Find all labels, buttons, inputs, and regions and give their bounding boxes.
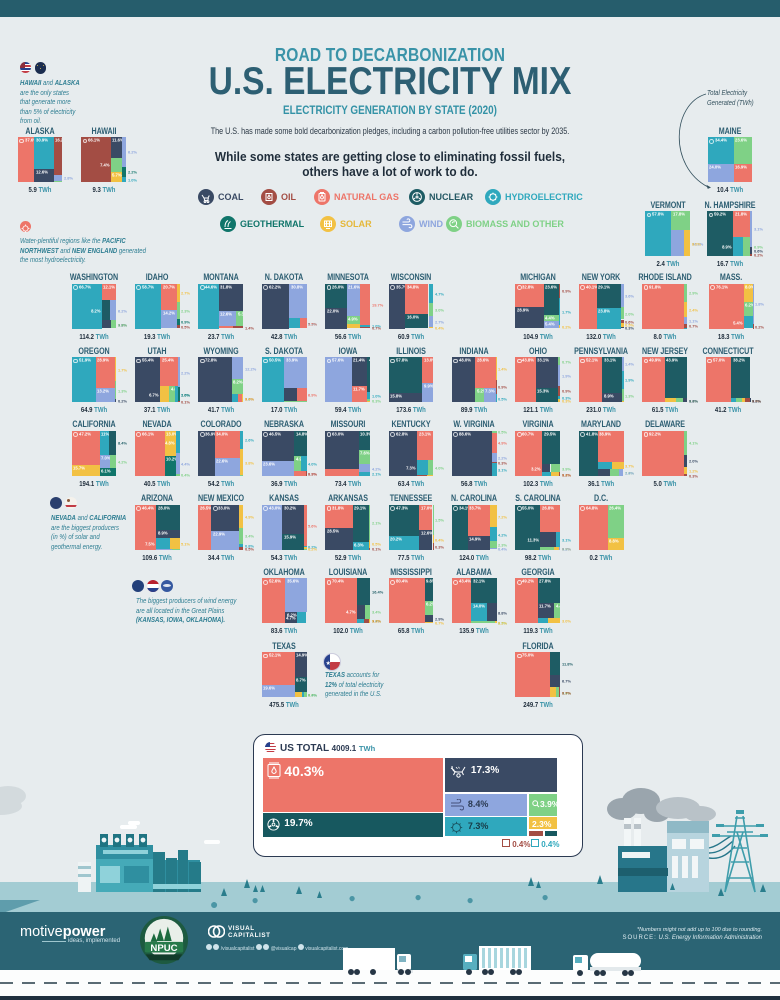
svg-text:NPUC: NPUC [150,943,177,954]
